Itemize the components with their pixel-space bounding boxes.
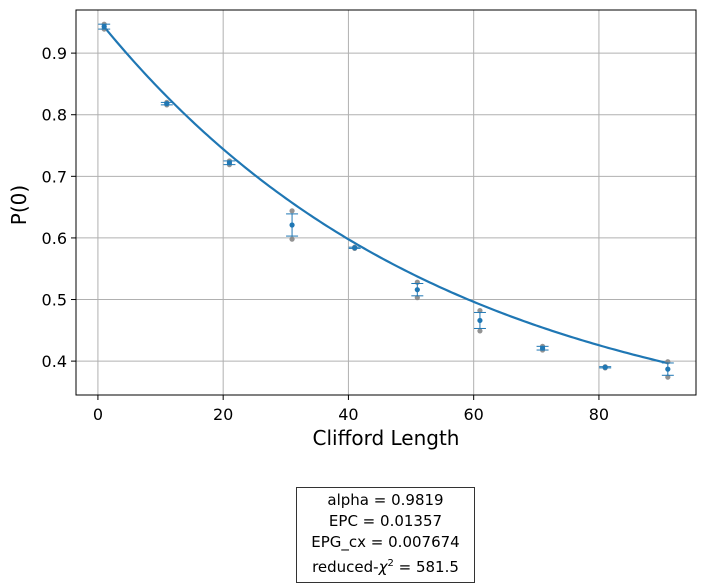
raw-point (289, 208, 295, 214)
x-axis-label: Clifford Length (312, 426, 459, 450)
alpha-stat: alpha = 0.9819 (327, 491, 444, 509)
mean-point (164, 101, 170, 107)
x-tick-label: 20 (213, 405, 233, 424)
x-tick-label: 0 (93, 405, 103, 424)
y-tick-label: 0.7 (42, 167, 67, 186)
raw-point (477, 328, 483, 334)
y-tick-label: 0.4 (42, 352, 67, 371)
epg-cx-stat: EPG_cx = 0.007674 (311, 533, 460, 551)
chi-value: = 581.5 (393, 558, 459, 576)
x-tick-label: 60 (463, 405, 483, 424)
mean-point (539, 345, 546, 351)
mean-point (352, 245, 358, 251)
raw-point (414, 295, 420, 301)
mean-points-group (98, 23, 674, 376)
chi-prefix: reduced- (312, 558, 379, 576)
chi-exponent: 2 (387, 558, 394, 569)
mean-point (602, 364, 608, 370)
plot-frame (75, 9, 697, 396)
mean-point (226, 160, 233, 166)
x-tick-label: 80 (589, 405, 609, 424)
raw-point (289, 236, 295, 242)
mean-point (101, 24, 107, 30)
y-tick-label: 0.6 (42, 229, 67, 248)
raw-points-group (101, 21, 671, 380)
fit-stats-box: alpha = 0.9819 EPC = 0.01357 EPG_cx = 0.… (296, 487, 475, 583)
mean-point (289, 222, 295, 228)
y-axis-label: P(0) (7, 185, 31, 225)
mean-point (477, 317, 483, 324)
chi-symbol: χ (378, 558, 388, 576)
raw-point (477, 308, 483, 314)
mean-point (414, 287, 420, 293)
y-tick-label: 0.8 (42, 106, 67, 125)
mean-point (665, 366, 671, 372)
epc-stat: EPC = 0.01357 (328, 512, 443, 530)
rb-decay-chart: 0 20 40 60 80 0.4 0.5 0.6 0.7 0.8 0.9 Clifford Le… (7, 9, 697, 450)
x-tick-label: 40 (338, 405, 358, 424)
reduced-chi2-stat: reduced-χ2 = 581.5 (297, 553, 474, 578)
y-tick-label: 0.5 (42, 291, 67, 310)
y-axis-ticks: 0.4 0.5 0.6 0.7 0.8 0.9 (42, 44, 76, 371)
grid-lines (76, 10, 696, 395)
x-axis-ticks: 0 20 40 60 80 (93, 395, 609, 424)
fit-curve-group (103, 26, 669, 365)
y-tick-label: 0.9 (42, 44, 67, 63)
fit-line (103, 26, 669, 365)
raw-point (665, 374, 671, 380)
